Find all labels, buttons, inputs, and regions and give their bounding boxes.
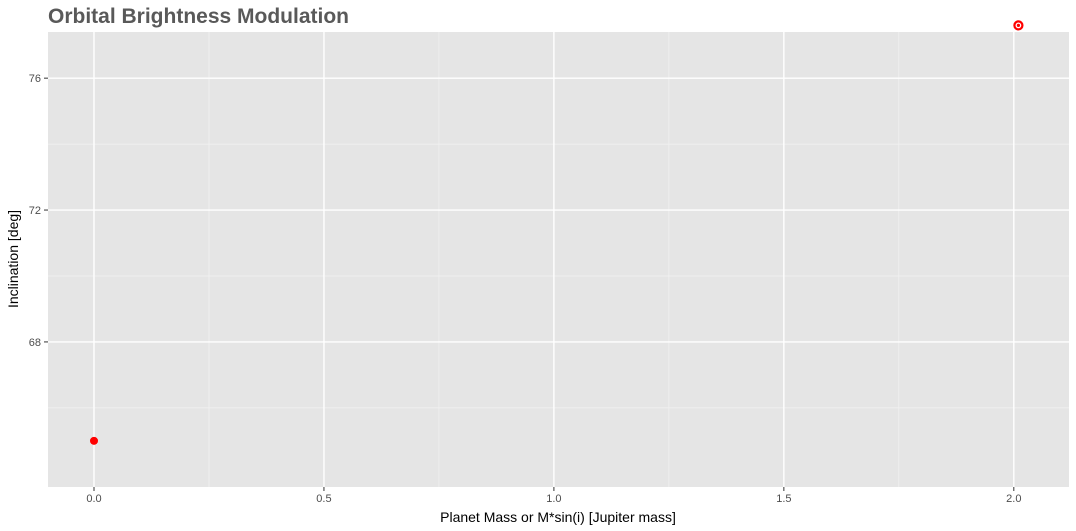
- axis-ticks: [44, 77, 1015, 491]
- x-tick-label: 0.0: [86, 493, 101, 505]
- x-tick-label: 2.0: [1006, 493, 1021, 505]
- major-gridlines: [48, 32, 1069, 487]
- data-point-center: [1016, 23, 1021, 28]
- data-point: [89, 436, 98, 445]
- x-tick-label: 1.0: [546, 493, 561, 505]
- minor-gridlines: [48, 32, 1069, 487]
- y-axis-title: Inclination [deg]: [5, 210, 21, 308]
- y-tick-label: 68: [29, 337, 41, 349]
- y-tick-label: 72: [29, 205, 41, 217]
- chart-title: Orbital Brightness Modulation: [48, 5, 349, 28]
- data-points: [89, 20, 1024, 445]
- y-tick-label: 76: [29, 73, 41, 85]
- tick-labels: 0.0 0.5 1.0 1.5 2.0 68 72 76: [29, 73, 1022, 505]
- plot-panel: [48, 32, 1069, 487]
- x-tick-label: 1.5: [776, 493, 791, 505]
- x-axis-title: Planet Mass or M*sin(i) [Jupiter mass]: [440, 509, 676, 525]
- x-tick-label: 0.5: [316, 493, 331, 505]
